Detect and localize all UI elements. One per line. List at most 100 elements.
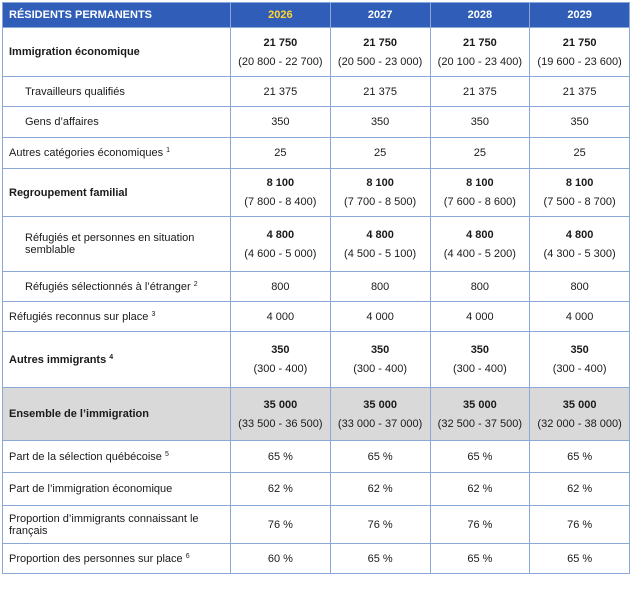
value-range: (20 500 - 23 000) [337, 55, 423, 68]
value-cell: 35 000 (32 500 - 37 500) [429, 387, 531, 441]
value-cell: 21 750 (19 600 - 23 600) [529, 27, 630, 77]
value-cell: 350 (300 - 400) [429, 331, 531, 388]
row-label: Part de l’immigration économique [2, 472, 231, 506]
value-cell: 25 [429, 137, 531, 169]
value-main: 4 800 [366, 228, 394, 241]
value-cell: 4 800 (4 600 - 5 000) [230, 216, 331, 272]
value-cell: 21 375 [230, 76, 331, 107]
value-main: 4 800 [266, 228, 295, 241]
value-cell: 350 (300 - 400) [329, 331, 431, 388]
value-cell: 350 [529, 106, 630, 138]
value-main: 35 000 [263, 398, 298, 411]
value-cell: 25 [529, 137, 630, 169]
value-range: (32 500 - 37 500) [437, 417, 523, 430]
value-cell: 76 % [230, 505, 331, 544]
row-label-text: Gens d’affaires [25, 116, 99, 128]
row-label: Ensemble de l’immigration [2, 387, 231, 441]
value-cell: 65 % [529, 543, 630, 574]
value-main: 8 100 [366, 177, 394, 189]
value-range: (300 - 400) [253, 363, 308, 375]
row-label: Immigration économique [2, 27, 231, 77]
value-cell: 4 800 (4 500 - 5 100) [329, 216, 431, 272]
footnote-marker: 2 [193, 280, 198, 288]
row-label-text: Autres immigrants [9, 353, 107, 366]
value-main: 8 100 [266, 177, 295, 189]
value-cell: 8 100 (7 500 - 8 700) [529, 168, 630, 217]
value-cell: 65 % [329, 543, 431, 574]
row-label-text: Autres catégories économiques [9, 147, 164, 159]
footnote-marker: 4 [109, 353, 114, 361]
value-main: 21 750 [562, 36, 597, 49]
table-row: Réfugiés reconnus sur place 3 4 000 4 00… [2, 301, 630, 332]
row-label-text: Regroupement familial [9, 186, 128, 199]
value-cell: 4 000 [329, 301, 431, 332]
header-row: RÉSIDENTS PERMANENTS 2026 2027 2028 2029 [2, 2, 630, 28]
value-cell: 4 000 [529, 301, 630, 332]
table-row: Regroupement familial 8 100 (7 800 - 8 40… [2, 168, 630, 217]
row-label: Gens d’affaires [2, 106, 231, 138]
value-range: (33 500 - 36 500) [238, 417, 323, 430]
value-cell: 25 [329, 137, 431, 169]
value-main: 35 000 [463, 398, 497, 411]
value-cell: 65 % [529, 440, 630, 473]
value-main: 8 100 [565, 177, 594, 189]
row-label-text: Proportion d’immigrants connaissant le f… [9, 512, 199, 537]
table-row: Part de la sélection québécoise 5 65 % 6… [2, 440, 630, 473]
value-range: (32 000 - 38 000) [537, 417, 622, 430]
value-range: (300 - 400) [452, 363, 507, 375]
value-range: (7 500 - 8 700) [543, 196, 616, 208]
value-cell: 800 [329, 271, 431, 302]
value-range: (4 500 - 5 100) [344, 247, 417, 260]
value-cell: 76 % [529, 505, 630, 544]
row-label: Regroupement familial [2, 168, 231, 217]
row-label-text: Ensemble de l’immigration [9, 408, 149, 420]
row-label: Autres catégories économiques 1 [2, 137, 231, 169]
value-cell: 4 800 (4 400 - 5 200) [429, 216, 531, 272]
row-label: Autres immigrants 4 [2, 331, 231, 388]
row-label-text: Réfugiés reconnus sur place [9, 310, 149, 323]
value-range: (7 600 - 8 600) [443, 196, 516, 208]
value-cell: 800 [230, 271, 331, 302]
row-label: Travailleurs qualifiés [2, 76, 231, 107]
value-cell: 4 800 (4 300 - 5 300) [529, 216, 630, 272]
year-header: 2028 [429, 2, 531, 28]
year-header: 2029 [529, 2, 630, 28]
table-row: Autres catégories économiques 1 25 25 25… [2, 137, 630, 169]
table-row: Réfugiés et personnes en situation sembl… [2, 216, 630, 272]
value-cell: 800 [429, 271, 531, 302]
value-cell: 35 000 (32 000 - 38 000) [529, 387, 630, 441]
value-cell: 21 750 (20 100 - 23 400) [429, 27, 531, 77]
value-main: 21 750 [363, 36, 397, 49]
value-cell: 8 100 (7 800 - 8 400) [230, 168, 331, 217]
value-main: 21 750 [463, 36, 497, 49]
value-cell: 62 % [529, 472, 630, 506]
value-cell: 35 000 (33 000 - 37 000) [329, 387, 431, 441]
table-row: Part de l’immigration économique 62 % 62… [2, 472, 630, 506]
row-label-text: Part de la sélection québécoise [9, 450, 162, 463]
value-cell: 21 750 (20 800 - 22 700) [230, 27, 331, 77]
value-cell: 350 (300 - 400) [230, 331, 331, 388]
value-cell: 21 375 [429, 76, 531, 107]
value-cell: 350 [329, 106, 431, 138]
value-range: (7 800 - 8 400) [244, 196, 317, 208]
value-cell: 8 100 (7 700 - 8 500) [329, 168, 431, 217]
year-header: 2026 [230, 2, 331, 28]
year-header: 2027 [329, 2, 431, 28]
value-main: 8 100 [466, 177, 494, 189]
row-label: Réfugiés reconnus sur place 3 [2, 301, 231, 332]
table-row: Gens d’affaires 350 350 350 350 [2, 106, 630, 138]
value-main: 21 750 [263, 36, 298, 49]
value-main: 350 [370, 344, 390, 356]
row-label-text: Proportion des personnes sur place [9, 552, 183, 565]
row-label: Proportion des personnes sur place 6 [2, 543, 231, 574]
row-label-text: Réfugiés et personnes en situation sembl… [25, 232, 195, 256]
value-cell: 65 % [429, 440, 531, 473]
value-main: 350 [570, 344, 589, 356]
footnote-marker: 6 [185, 552, 190, 560]
value-cell: 21 750 (20 500 - 23 000) [329, 27, 431, 77]
immigration-plan-table: RÉSIDENTS PERMANENTS 2026 2027 2028 2029… [2, 2, 630, 574]
value-cell: 35 000 (33 500 - 36 500) [230, 387, 331, 441]
value-main: 4 800 [466, 228, 494, 241]
value-cell: 25 [230, 137, 331, 169]
value-cell: 76 % [329, 505, 431, 544]
